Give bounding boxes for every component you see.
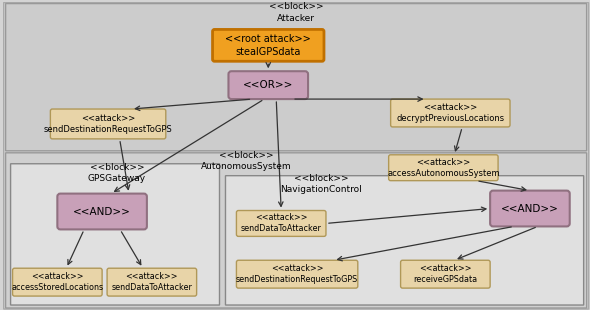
Text: <<attack>>
decryptPreviousLocations: <<attack>> decryptPreviousLocations <box>396 103 504 123</box>
Text: <<attack>>
sendDestinationRequestToGPS: <<attack>> sendDestinationRequestToGPS <box>236 264 358 284</box>
Text: <<attack>>
sendDestinationRequestToGPS: <<attack>> sendDestinationRequestToGPS <box>44 114 172 134</box>
FancyBboxPatch shape <box>6 4 586 151</box>
FancyBboxPatch shape <box>12 268 102 296</box>
FancyBboxPatch shape <box>107 268 196 296</box>
FancyBboxPatch shape <box>228 71 308 99</box>
FancyBboxPatch shape <box>237 210 326 237</box>
FancyBboxPatch shape <box>50 109 166 139</box>
FancyBboxPatch shape <box>237 260 358 288</box>
Text: <<attack>>
accessAutonomousSystem: <<attack>> accessAutonomousSystem <box>387 158 500 178</box>
FancyBboxPatch shape <box>212 29 324 61</box>
FancyBboxPatch shape <box>490 191 570 226</box>
Text: <<attack>>
sendDataToAttacker: <<attack>> sendDataToAttacker <box>241 213 322 233</box>
FancyBboxPatch shape <box>4 2 589 309</box>
Text: <<AND>>: <<AND>> <box>73 206 131 216</box>
Text: <<AND>>: <<AND>> <box>501 204 559 214</box>
FancyBboxPatch shape <box>57 194 147 229</box>
FancyBboxPatch shape <box>401 260 490 288</box>
Text: <<block>>
AutonomousSystem: <<block>> AutonomousSystem <box>201 151 291 171</box>
FancyBboxPatch shape <box>391 99 510 127</box>
Text: <<root attack>>
stealGPSdata: <<root attack>> stealGPSdata <box>225 34 311 56</box>
FancyBboxPatch shape <box>389 155 498 181</box>
Text: <<attack>>
accessStoredLocations: <<attack>> accessStoredLocations <box>11 272 103 292</box>
Text: <<block>>
GPSGateway: <<block>> GPSGateway <box>88 163 146 183</box>
FancyBboxPatch shape <box>11 164 219 305</box>
Text: <<attack>>
receiveGPSdata: <<attack>> receiveGPSdata <box>413 264 477 284</box>
FancyBboxPatch shape <box>225 176 584 305</box>
Text: <<attack>>
sendDataToAttacker: <<attack>> sendDataToAttacker <box>112 272 192 292</box>
Text: <<block>>
NavigationControl: <<block>> NavigationControl <box>280 174 362 194</box>
FancyBboxPatch shape <box>6 153 586 308</box>
Text: <<OR>>: <<OR>> <box>243 80 293 90</box>
Text: <<block>>
Attacker: <<block>> Attacker <box>269 2 323 23</box>
